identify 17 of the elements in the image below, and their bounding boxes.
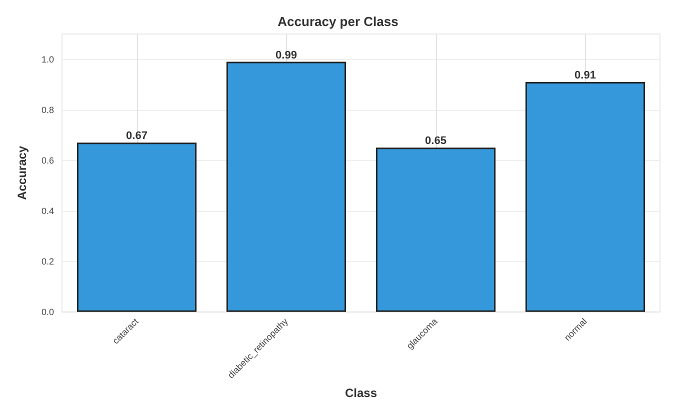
bar xyxy=(76,142,197,312)
y-tick-label: 1.0 xyxy=(41,54,54,64)
bar xyxy=(525,82,646,312)
y-tick-label: 0.2 xyxy=(41,256,54,266)
data-label: 0.67 xyxy=(126,130,148,142)
y-tick-label: 0.6 xyxy=(41,155,54,166)
x-axis-title: Class xyxy=(344,386,378,400)
data-label: 0.91 xyxy=(574,69,596,82)
chart-title: Accuracy per Class xyxy=(278,14,398,29)
y-tick-label: 0.4 xyxy=(41,206,54,216)
data-label: 0.99 xyxy=(276,49,297,62)
bar xyxy=(226,62,346,312)
y-tick-label: 0.8 xyxy=(41,104,54,115)
bar xyxy=(376,148,496,312)
y-tick-label: 0.0 xyxy=(41,306,54,317)
y-axis-title: Accuracy xyxy=(15,146,29,200)
data-label: 0.65 xyxy=(425,135,446,148)
